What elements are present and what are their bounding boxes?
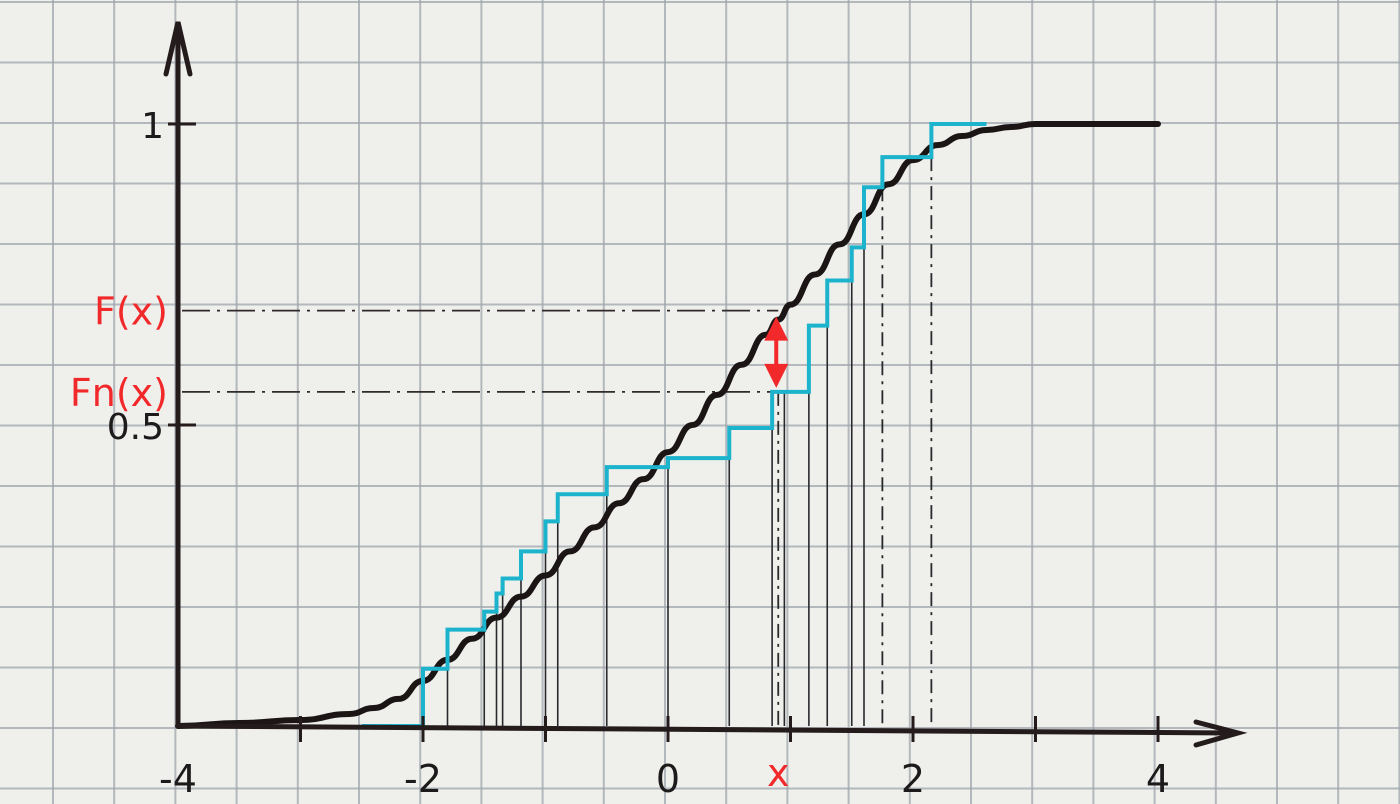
y-axis-arrowhead	[163, 21, 193, 77]
x-tick-label: 4	[1146, 757, 1170, 801]
axes	[163, 21, 1248, 748]
f-x-label: F(x)	[94, 290, 168, 334]
fn-x-label: Fn(x)	[70, 371, 168, 415]
gap-arrow-head-down	[764, 363, 789, 388]
x-marker-label: x	[767, 751, 790, 795]
gap-arrow-head-up	[764, 316, 789, 341]
reference-lines	[182, 309, 780, 726]
y-tick-label: 1	[141, 106, 164, 147]
x-tick-label: 0	[656, 757, 680, 801]
y-tick-label: 0.5	[107, 407, 164, 448]
ecdf-step-line	[361, 122, 987, 728]
x-axis	[175, 723, 1235, 736]
ecdf-drop-lines	[446, 157, 933, 726]
x-tick-label: -2	[404, 757, 442, 801]
series-layer	[175, 121, 1161, 729]
x-tick-label: -4	[159, 757, 197, 801]
x-tick-label: 2	[901, 757, 925, 801]
labels: -4 -2 0 2 4 0.5 1 F(x) Fn(x) x	[70, 106, 1170, 801]
x-axis-arrowhead	[1193, 719, 1248, 748]
cdf-curve	[175, 121, 1161, 729]
